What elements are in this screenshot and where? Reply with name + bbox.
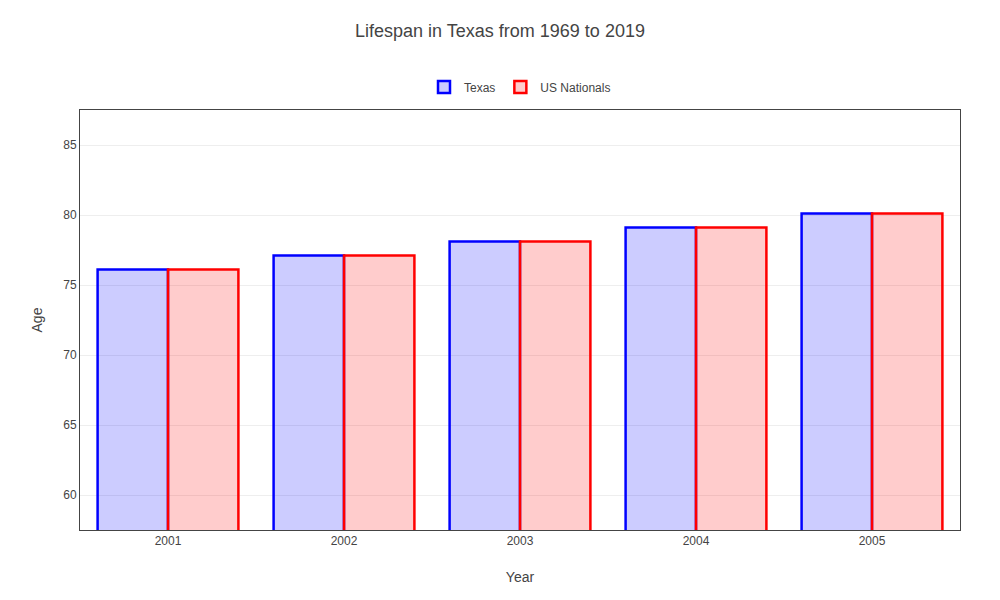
svg-text:85: 85 — [63, 138, 77, 152]
svg-text:2002: 2002 — [331, 534, 358, 548]
svg-text:80: 80 — [63, 208, 77, 222]
svg-text:2003: 2003 — [507, 534, 534, 548]
svg-text:60: 60 — [63, 488, 77, 502]
svg-text:2005: 2005 — [859, 534, 886, 548]
svg-text:70: 70 — [63, 348, 77, 362]
svg-text:Age: Age — [29, 307, 45, 332]
svg-text:Year: Year — [506, 569, 535, 585]
svg-text:2001: 2001 — [155, 534, 182, 548]
svg-text:65: 65 — [63, 418, 77, 432]
svg-text:US Nationals: US Nationals — [540, 81, 610, 95]
svg-text:2004: 2004 — [683, 534, 710, 548]
svg-text:Texas: Texas — [464, 81, 495, 95]
svg-text:Lifespan in Texas from 1969 to: Lifespan in Texas from 1969 to 2019 — [355, 21, 645, 41]
svg-text:75: 75 — [63, 278, 77, 292]
